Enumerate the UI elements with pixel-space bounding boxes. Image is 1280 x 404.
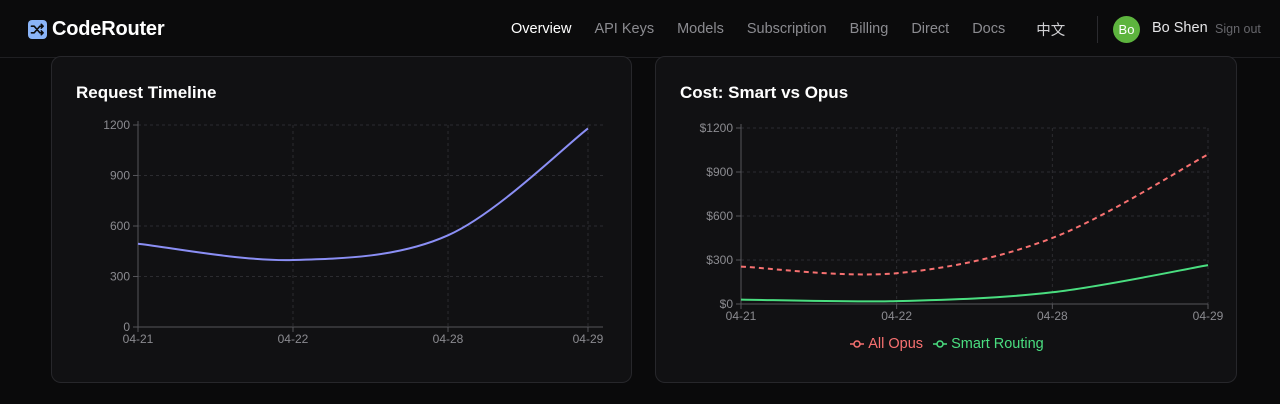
- y-tick-label: $1200: [700, 121, 734, 135]
- y-tick-label: 0: [123, 320, 130, 334]
- x-tick-label: 04-29: [1193, 309, 1224, 323]
- y-tick-label: 600: [110, 219, 130, 233]
- y-tick-label: $300: [706, 253, 733, 267]
- cost-comparison-chart: $0 $300 $600 $900 $1200 04-21 04-22 04-28 04-29: [700, 121, 1224, 323]
- chart-title: Cost: Smart vs Opus: [680, 83, 849, 102]
- x-tick-label: 04-28: [1037, 309, 1068, 323]
- request-timeline-chart: 0 300 600 900 1200 04-21 04-22 04-28 04-29: [103, 118, 604, 346]
- y-tick-label: 300: [110, 270, 130, 284]
- legend-smart-routing[interactable]: Smart Routing: [933, 336, 1044, 352]
- y-tick-label: 1200: [103, 118, 130, 132]
- chart-legend: All Opus Smart Routing: [656, 336, 1238, 352]
- y-tick-label: $0: [720, 297, 734, 311]
- avatar[interactable]: Bo: [1113, 16, 1140, 43]
- series-line-requests: [137, 127, 589, 262]
- legend-label: All Opus: [868, 336, 924, 352]
- language-switch[interactable]: 中文: [1036, 22, 1066, 39]
- solid-line-icon: [933, 340, 948, 348]
- chart-title: Request Timeline: [76, 83, 217, 102]
- grid: [741, 127, 1209, 304]
- sign-out-link[interactable]: Sign out: [1215, 22, 1261, 36]
- brand-logo[interactable]: CodeRouter: [28, 18, 165, 41]
- legend-label: Smart Routing: [951, 336, 1044, 352]
- series-line-smart-routing: [740, 264, 1209, 303]
- x-tick-label: 04-22: [278, 332, 309, 346]
- x-tick-label: 04-28: [433, 332, 464, 346]
- top-nav-bar: CodeRouter Overview API Keys Models Subs…: [0, 0, 1280, 58]
- dashed-line-icon: [850, 340, 865, 348]
- x-tick-label: 04-21: [123, 332, 154, 346]
- nav-api-keys[interactable]: API Keys: [594, 21, 655, 37]
- y-tick-label: 900: [110, 169, 130, 183]
- legend-all-opus[interactable]: All Opus: [850, 336, 923, 352]
- user-name: Bo Shen: [1152, 20, 1208, 36]
- shuffle-icon: [28, 20, 47, 39]
- y-tick-label: $900: [706, 165, 733, 179]
- main-nav: Overview API Keys Models Subscription Bi…: [511, 0, 1065, 58]
- nav-billing[interactable]: Billing: [849, 21, 889, 37]
- x-tick-label: 04-21: [726, 309, 757, 323]
- cost-comparison-card: Cost: Smart vs Opus $0 $300 $600 $900 $1200 0…: [655, 56, 1237, 383]
- nav-divider: [1097, 16, 1098, 43]
- nav-subscription[interactable]: Subscription: [746, 21, 827, 37]
- x-tick-label: 04-29: [573, 332, 604, 346]
- nav-models[interactable]: Models: [677, 21, 724, 37]
- nav-direct[interactable]: Direct: [911, 21, 950, 37]
- nav-docs[interactable]: Docs: [972, 21, 1006, 37]
- grid: [138, 124, 603, 327]
- x-tick-label: 04-22: [881, 309, 912, 323]
- brand-name: CodeRouter: [52, 18, 165, 40]
- request-timeline-card: Request Timeline 0 300 600 900 1200 04-21 04-2…: [51, 56, 632, 383]
- nav-overview[interactable]: Overview: [511, 21, 572, 37]
- y-tick-label: $600: [706, 209, 733, 223]
- series-line-all-opus: [740, 153, 1209, 276]
